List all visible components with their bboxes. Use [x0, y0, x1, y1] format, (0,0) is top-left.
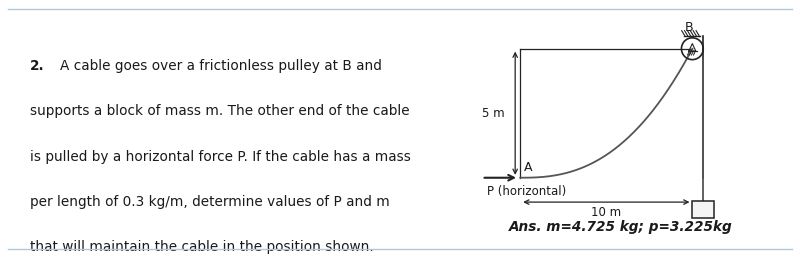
- Text: 10 m: 10 m: [591, 206, 622, 219]
- Text: per length of 0.3 kg/m, determine values of P and m: per length of 0.3 kg/m, determine values…: [30, 195, 390, 209]
- Text: is pulled by a horizontal force P. If the cable has a mass: is pulled by a horizontal force P. If th…: [30, 150, 411, 164]
- Text: B: B: [685, 21, 694, 34]
- Text: A: A: [524, 161, 532, 174]
- Text: P (horizontal): P (horizontal): [487, 185, 566, 198]
- Text: supports a block of mass m. The other end of the cable: supports a block of mass m. The other en…: [30, 104, 410, 118]
- FancyBboxPatch shape: [693, 201, 714, 218]
- Text: Ans. m=4.725 kg; p=3.225kg: Ans. m=4.725 kg; p=3.225kg: [509, 220, 733, 234]
- Text: A cable goes over a frictionless pulley at B and: A cable goes over a frictionless pulley …: [60, 59, 382, 73]
- Text: m: m: [697, 203, 710, 216]
- Text: 5 m: 5 m: [482, 107, 505, 120]
- Text: 2.: 2.: [30, 59, 45, 73]
- Text: that will maintain the cable in the position shown.: that will maintain the cable in the posi…: [30, 240, 374, 254]
